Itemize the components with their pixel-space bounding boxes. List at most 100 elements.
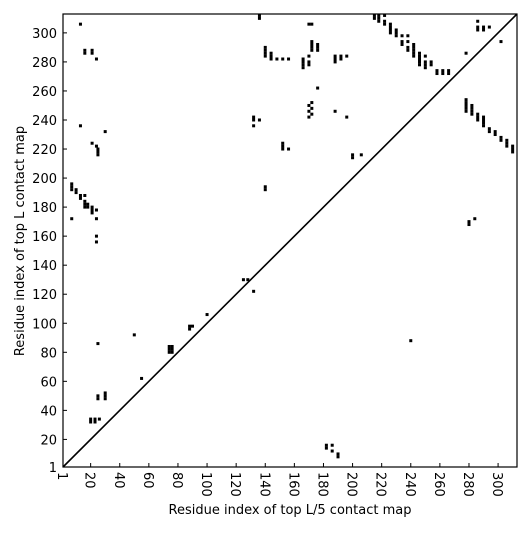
contact-point: [89, 417, 93, 421]
contact-point: [252, 289, 256, 293]
contact-point: [372, 16, 376, 20]
contact-point: [412, 51, 416, 55]
x-tick-label: 120: [227, 472, 242, 497]
y-tick-label: 240: [32, 114, 57, 129]
contact-point: [473, 217, 477, 221]
x-tick-label: 280: [460, 472, 475, 497]
contact-point: [467, 223, 471, 227]
contact-point: [241, 278, 245, 282]
contact-point: [307, 115, 311, 119]
x-tick-label: 220: [373, 472, 388, 497]
x-tick-label: 160: [285, 472, 300, 497]
contact-point: [487, 127, 491, 131]
x-tick-label: 180: [314, 472, 329, 497]
contact-point: [482, 25, 486, 29]
y-tick-label: 300: [32, 27, 57, 42]
contact-point: [275, 57, 279, 61]
contact-point: [482, 121, 486, 125]
contact-point: [476, 19, 480, 23]
contact-point: [103, 394, 107, 398]
contact-point: [97, 417, 101, 421]
contact-point: [307, 63, 311, 67]
contact-point: [377, 19, 381, 23]
y-tick-label: 140: [32, 259, 57, 274]
x-axis-label: Residue index of top L/5 contact map: [169, 503, 412, 518]
y-tick-label: 260: [32, 85, 57, 100]
contact-point: [476, 118, 480, 122]
contact-point: [93, 417, 97, 421]
contact-point: [83, 205, 87, 209]
y-tick-label: 20: [40, 433, 57, 448]
x-tick-label: 140: [256, 472, 271, 497]
contact-point: [429, 60, 433, 64]
contact-point: [333, 57, 337, 61]
contact-point: [301, 63, 305, 67]
contact-point: [423, 60, 427, 64]
contact-point: [307, 109, 311, 113]
contact-point: [307, 60, 311, 64]
contact-point: [429, 63, 433, 67]
contact-point: [476, 112, 480, 116]
contact-point: [476, 28, 480, 32]
contact-point: [493, 130, 497, 134]
contact-point: [345, 54, 349, 58]
contact-point: [476, 115, 480, 119]
contact-point: [94, 57, 98, 61]
contact-point: [511, 144, 515, 148]
contact-point: [96, 342, 100, 346]
contact-point: [170, 350, 174, 354]
contact-point: [467, 220, 471, 224]
contact-point: [435, 72, 439, 76]
contact-point: [74, 191, 78, 195]
contact-point: [330, 443, 334, 447]
contact-point: [90, 51, 94, 55]
contact-point: [83, 202, 87, 206]
contact-point: [316, 42, 320, 46]
contact-point: [94, 208, 98, 212]
contact-point: [103, 391, 107, 395]
y-tick-label: 220: [32, 143, 57, 158]
contact-point: [89, 420, 93, 424]
contact-point: [470, 109, 474, 113]
y-tick-label: 1: [49, 461, 57, 476]
contact-point: [441, 72, 445, 76]
contact-point: [388, 28, 392, 32]
contact-point: [301, 66, 305, 70]
contact-point: [511, 150, 515, 154]
contact-point: [345, 115, 349, 119]
x-tick-label: 1: [54, 472, 69, 480]
contact-point: [470, 106, 474, 110]
contact-point: [493, 133, 497, 137]
contact-point: [505, 138, 509, 142]
contact-point: [324, 446, 328, 450]
contact-point: [324, 443, 328, 447]
contact-point: [423, 63, 427, 67]
contact-point: [447, 69, 451, 73]
contact-point: [412, 45, 416, 49]
contact-point: [470, 103, 474, 107]
contact-point: [316, 45, 320, 49]
contact-point: [281, 141, 285, 145]
contact-point: [310, 40, 314, 44]
contact-point: [394, 28, 398, 32]
y-tick-label: 100: [32, 317, 57, 332]
x-tick-label: 200: [344, 472, 359, 497]
y-tick-label: 40: [40, 404, 57, 419]
contact-point: [487, 130, 491, 134]
contact-point: [167, 344, 171, 348]
contact-point: [86, 202, 90, 206]
contact-point: [441, 69, 445, 73]
contact-point: [90, 211, 94, 215]
contact-point: [263, 45, 267, 49]
contact-point: [388, 22, 392, 26]
contact-point: [90, 141, 94, 145]
contact-point: [281, 147, 285, 151]
contact-point: [383, 13, 387, 17]
contact-point: [400, 40, 404, 44]
contact-point: [505, 144, 509, 148]
contact-point: [418, 57, 422, 61]
y-tick-label: 80: [40, 346, 57, 361]
contact-point: [257, 16, 261, 20]
contact-point: [287, 57, 291, 61]
